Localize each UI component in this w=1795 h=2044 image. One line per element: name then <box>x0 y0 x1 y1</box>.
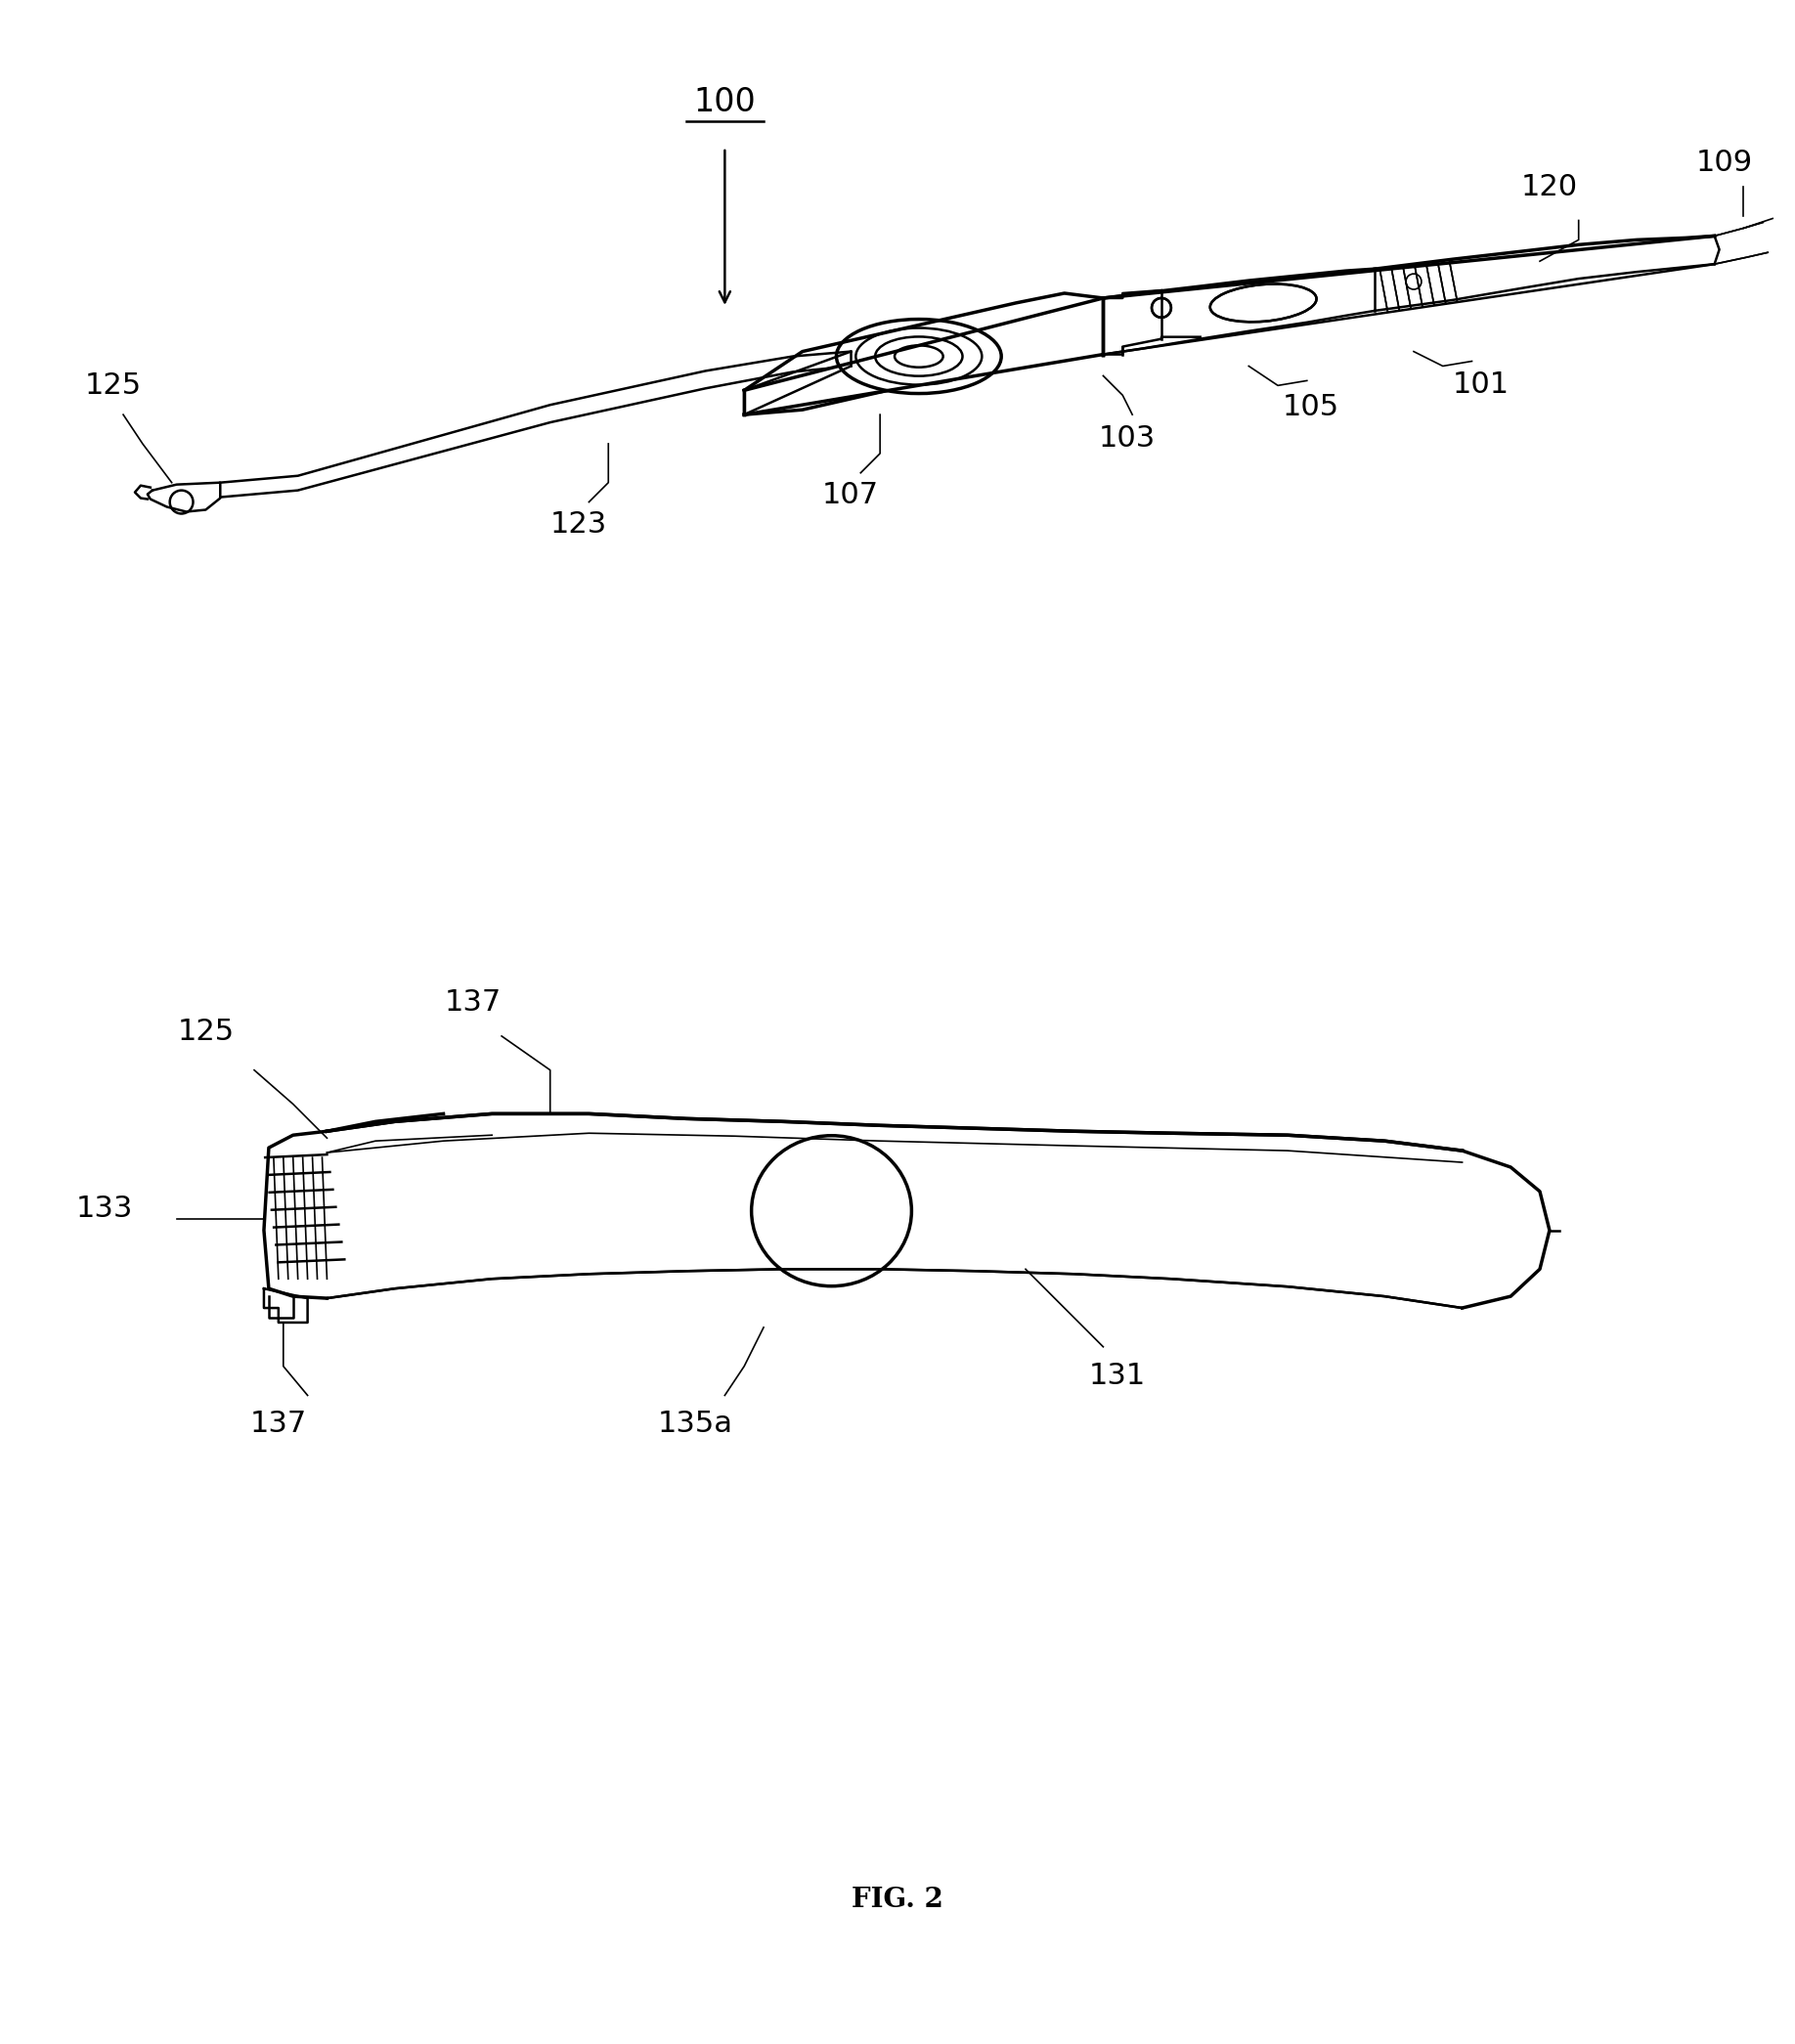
Text: 120: 120 <box>1520 172 1578 200</box>
Text: 109: 109 <box>1696 149 1752 176</box>
Text: FIG. 2: FIG. 2 <box>851 1887 944 1913</box>
Text: 137: 137 <box>250 1410 307 1439</box>
Text: 101: 101 <box>1452 370 1510 399</box>
Text: 125: 125 <box>84 372 142 401</box>
Text: 123: 123 <box>549 509 607 538</box>
Polygon shape <box>745 298 1104 415</box>
Text: 137: 137 <box>443 989 501 1016</box>
Text: 125: 125 <box>178 1018 233 1047</box>
Text: 135a: 135a <box>659 1410 734 1439</box>
Text: 105: 105 <box>1283 392 1339 421</box>
Text: 131: 131 <box>1088 1361 1145 1390</box>
Text: 103: 103 <box>1099 425 1156 452</box>
Text: 133: 133 <box>75 1196 133 1222</box>
Text: 100: 100 <box>693 86 756 119</box>
Polygon shape <box>1104 235 1714 354</box>
Text: 107: 107 <box>822 480 878 509</box>
Polygon shape <box>327 1130 1463 1308</box>
